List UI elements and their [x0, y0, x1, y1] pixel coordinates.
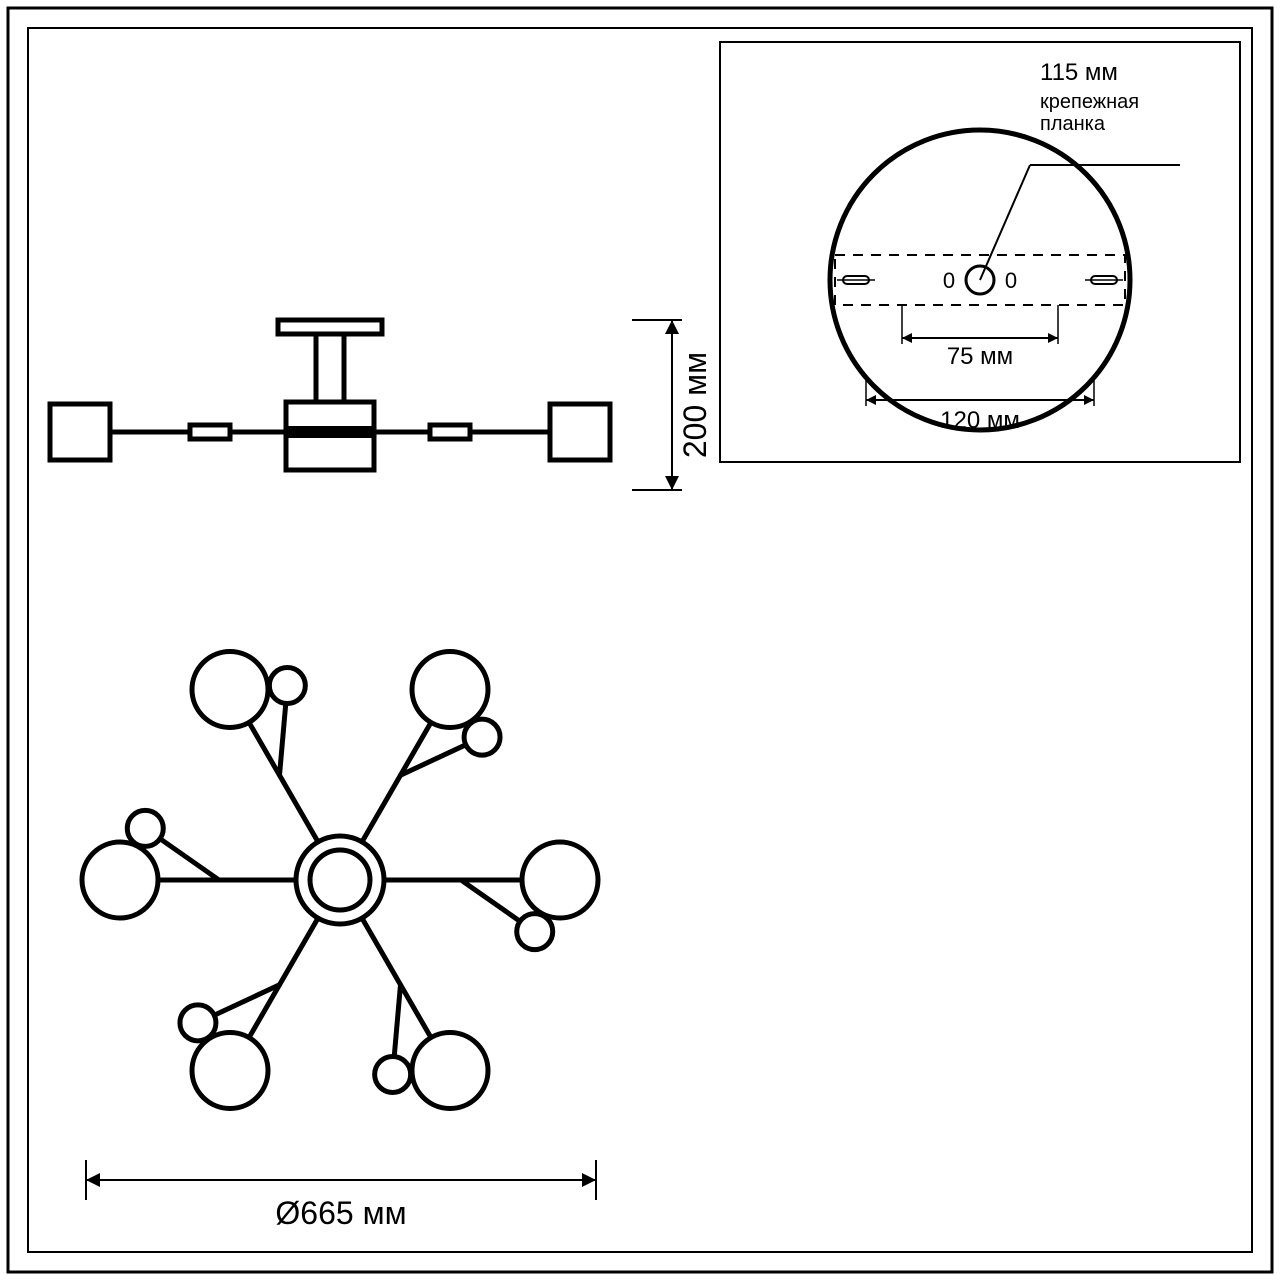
detail-75-label: 75 мм [947, 343, 1013, 370]
detail-115-label: 115 мм [1040, 59, 1118, 86]
height-label: 200 мм [677, 352, 713, 458]
svg-text:0: 0 [943, 268, 955, 293]
diameter-label: Ø665 мм [275, 1195, 406, 1231]
detail-bracket-label-1: крепежная [1040, 91, 1139, 113]
svg-text:0: 0 [1005, 268, 1017, 293]
detail-120-label: 120 мм [940, 407, 1020, 434]
detail-bracket-label-2: планка [1040, 113, 1106, 135]
